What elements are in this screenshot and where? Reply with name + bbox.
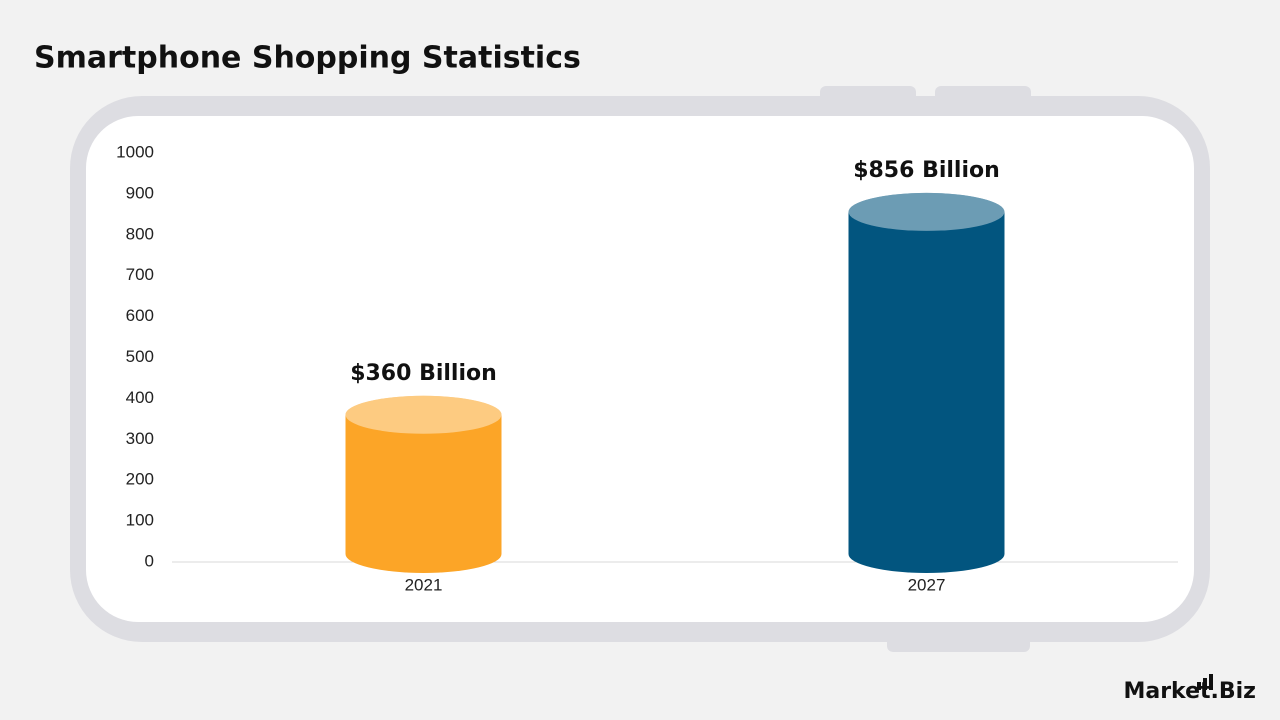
value-label: $360 Billion <box>350 361 497 386</box>
logo-bar <box>1197 682 1201 690</box>
cylinder-top-highlight <box>345 395 502 434</box>
phone-screen <box>86 116 1194 622</box>
y-tick-label: 200 <box>126 470 154 489</box>
x-tick-label: 2021 <box>405 575 443 594</box>
y-tick-label: 800 <box>126 224 154 243</box>
brand-logo: Market.Biz <box>1123 674 1256 704</box>
x-tick-label: 2027 <box>908 575 946 594</box>
cylinder-top-highlight <box>848 192 1005 231</box>
cylinder-top <box>345 395 502 434</box>
chart-title: Smartphone Shopping Statistics <box>34 41 581 76</box>
logo-bar <box>1203 678 1207 690</box>
y-tick-label: 700 <box>126 265 154 284</box>
y-tick-label: 300 <box>126 429 154 448</box>
y-tick-label: 900 <box>126 183 154 202</box>
y-tick-label: 500 <box>126 347 154 366</box>
y-tick-label: 400 <box>126 388 154 407</box>
logo-bar <box>1209 674 1213 690</box>
y-tick-label: 1000 <box>116 142 154 161</box>
phone-frame <box>70 86 1210 652</box>
y-tick-label: 0 <box>145 551 154 570</box>
cylinder-top <box>848 192 1005 231</box>
bar <box>848 211 1005 554</box>
bar <box>345 414 502 554</box>
y-tick-label: 100 <box>126 511 154 530</box>
brand-name: Market.Biz <box>1123 679 1256 704</box>
value-label: $856 Billion <box>853 158 1000 183</box>
y-tick-label: 600 <box>126 306 154 325</box>
